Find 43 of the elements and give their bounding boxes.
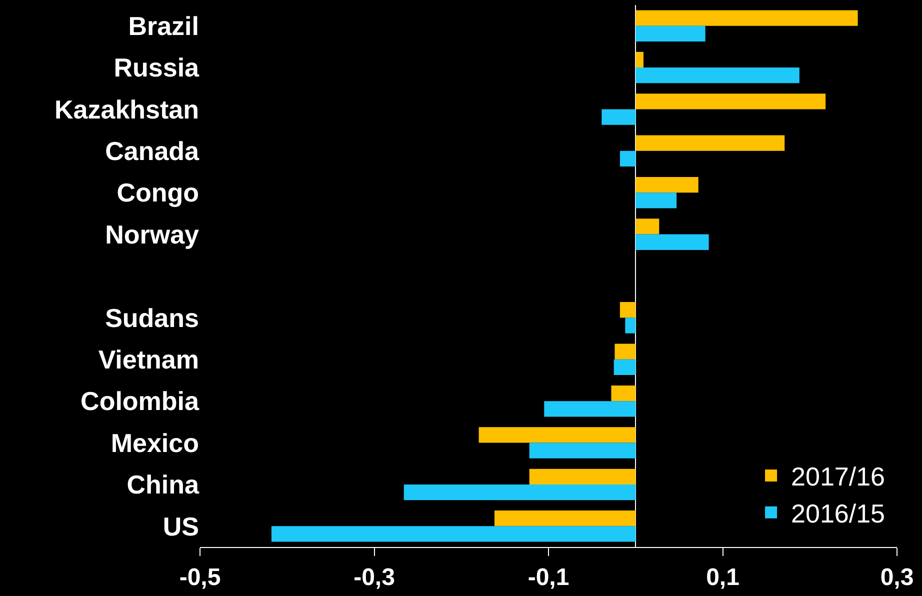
- y-tick-label: China: [126, 470, 200, 500]
- bar: [636, 10, 858, 26]
- bar: [620, 302, 636, 318]
- bar: [478, 427, 636, 443]
- bar: [271, 526, 636, 542]
- y-tick-label: Vietnam: [98, 344, 199, 374]
- legend-label: 2017/16: [791, 462, 886, 492]
- x-tick-label: 0,3: [880, 564, 914, 591]
- y-tick-label: Russia: [114, 52, 200, 83]
- bar: [611, 385, 636, 402]
- bar: [404, 484, 636, 500]
- y-tick-label: Canada: [105, 136, 200, 166]
- bar: [544, 401, 636, 417]
- x-tick-label: 0,1: [706, 564, 740, 591]
- bar: [614, 344, 636, 360]
- bar: [636, 135, 785, 151]
- bar: [494, 510, 636, 526]
- y-tick-label: Brazil: [128, 10, 199, 41]
- y-tick-label: Mexico: [110, 428, 199, 458]
- x-tick-label: -0,3: [354, 564, 395, 591]
- bar: [636, 218, 660, 234]
- bar: [636, 26, 706, 42]
- y-tick-label: Kazakhstan: [54, 94, 199, 124]
- bar: [602, 109, 636, 125]
- y-tick-label: Sudans: [105, 302, 199, 333]
- y-tick-label: Norway: [105, 219, 200, 250]
- y-tick-label: US: [162, 511, 199, 542]
- bar: [636, 94, 826, 110]
- legend-label: 2016/15: [791, 498, 886, 528]
- bar: [636, 52, 644, 68]
- bar: [625, 318, 636, 334]
- bar: [636, 176, 698, 193]
- bar: [636, 234, 709, 250]
- bar: [636, 68, 800, 84]
- x-tick-label: -0,1: [528, 564, 570, 591]
- bar: [529, 468, 636, 484]
- y-tick-label: Colombia: [80, 386, 200, 416]
- bar: [636, 192, 677, 208]
- bar: [614, 359, 636, 376]
- bar: [620, 150, 636, 167]
- bar: [529, 442, 636, 458]
- x-tick-label: -0,5: [179, 564, 221, 591]
- y-tick-label: Congo: [116, 178, 199, 208]
